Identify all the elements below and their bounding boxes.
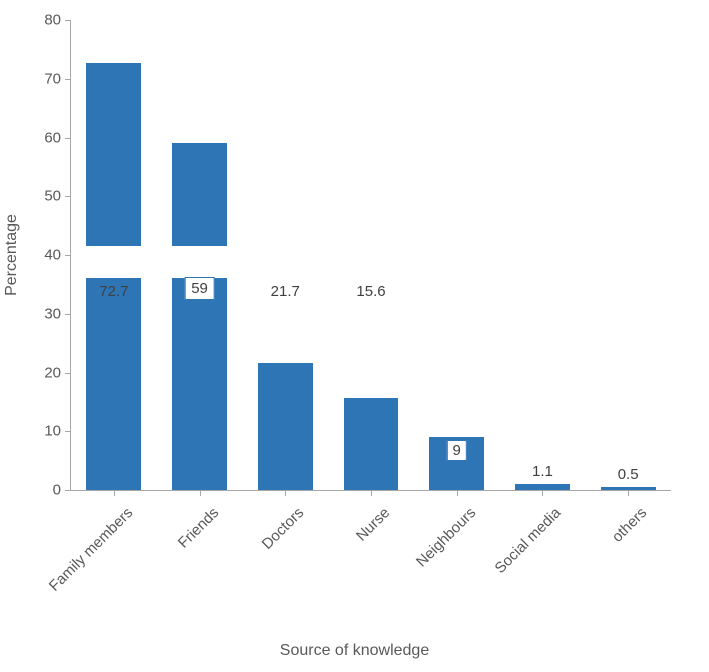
x-tick bbox=[200, 490, 201, 496]
bar-value-label: 72.7 bbox=[99, 283, 128, 300]
y-tick-label: 0 bbox=[53, 482, 71, 499]
bar: 72.7 bbox=[86, 63, 141, 490]
plot-area: 0102030405060708072.7Family members59Fri… bbox=[70, 20, 671, 491]
x-tick bbox=[542, 490, 543, 496]
y-tick-label: 10 bbox=[44, 423, 71, 440]
x-tick bbox=[114, 490, 115, 496]
x-tick bbox=[285, 490, 286, 496]
x-tick bbox=[457, 490, 458, 496]
bar-value-label: 15.6 bbox=[356, 283, 385, 300]
bar-value-label: 1.1 bbox=[532, 463, 553, 480]
bar: 21.7 bbox=[258, 363, 313, 490]
bar-value-label: 59 bbox=[184, 277, 215, 300]
y-tick-label: 30 bbox=[44, 305, 71, 322]
y-tick-label: 20 bbox=[44, 364, 71, 381]
x-axis-title: Source of knowledge bbox=[0, 642, 709, 660]
bar: 15.6 bbox=[344, 398, 399, 490]
y-tick-label: 60 bbox=[44, 129, 71, 146]
y-tick-label: 50 bbox=[44, 188, 71, 205]
y-tick-label: 40 bbox=[44, 247, 71, 264]
bar-gap bbox=[86, 246, 141, 278]
y-axis-title: Percentage bbox=[3, 214, 21, 296]
bar-value-label: 21.7 bbox=[271, 283, 300, 300]
x-tick bbox=[371, 490, 372, 496]
y-tick-label: 80 bbox=[44, 12, 71, 29]
bar-gap bbox=[172, 246, 227, 278]
bar: 59 bbox=[172, 143, 227, 490]
bar-value-label: 0.5 bbox=[618, 466, 639, 483]
y-tick-label: 70 bbox=[44, 70, 71, 87]
bar-value-label: 9 bbox=[447, 440, 467, 461]
x-tick bbox=[628, 490, 629, 496]
chart-container: Percentage 0102030405060708072.7Family m… bbox=[0, 0, 709, 672]
